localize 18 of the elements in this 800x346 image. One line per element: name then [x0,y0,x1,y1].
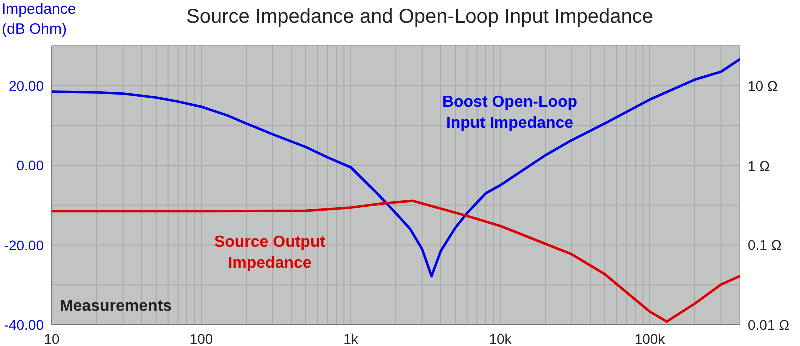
x-tick-label: 100 [190,331,214,346]
x-tick-label: 1k [344,331,360,346]
x-tick-label: 10k [489,331,513,346]
series-label: Source Output Impedance [213,233,327,274]
text: 0.01 Ω [748,316,790,334]
chart-title: Source Impedance and Open-Loop Input Impedance [186,6,654,29]
y-axis-title: Impedance (dB Ohm) [2,0,76,40]
text: 10 Ω [748,76,778,95]
y-tick-label: 0.00 [16,158,44,174]
annotation: Measurements [60,298,172,316]
x-tick-label: 10 [44,331,60,346]
series-label: Boost Open-Loop Input Impedance [441,93,579,134]
x-tick-label: 100k [634,331,666,346]
text: 1 Ω [748,156,770,175]
y-tick-label: 20.00 [8,78,44,94]
y-tick-label: -40.00 [4,317,44,333]
text: 0.1 Ω [748,236,782,254]
y-tick-label: -20.00 [4,237,44,254]
